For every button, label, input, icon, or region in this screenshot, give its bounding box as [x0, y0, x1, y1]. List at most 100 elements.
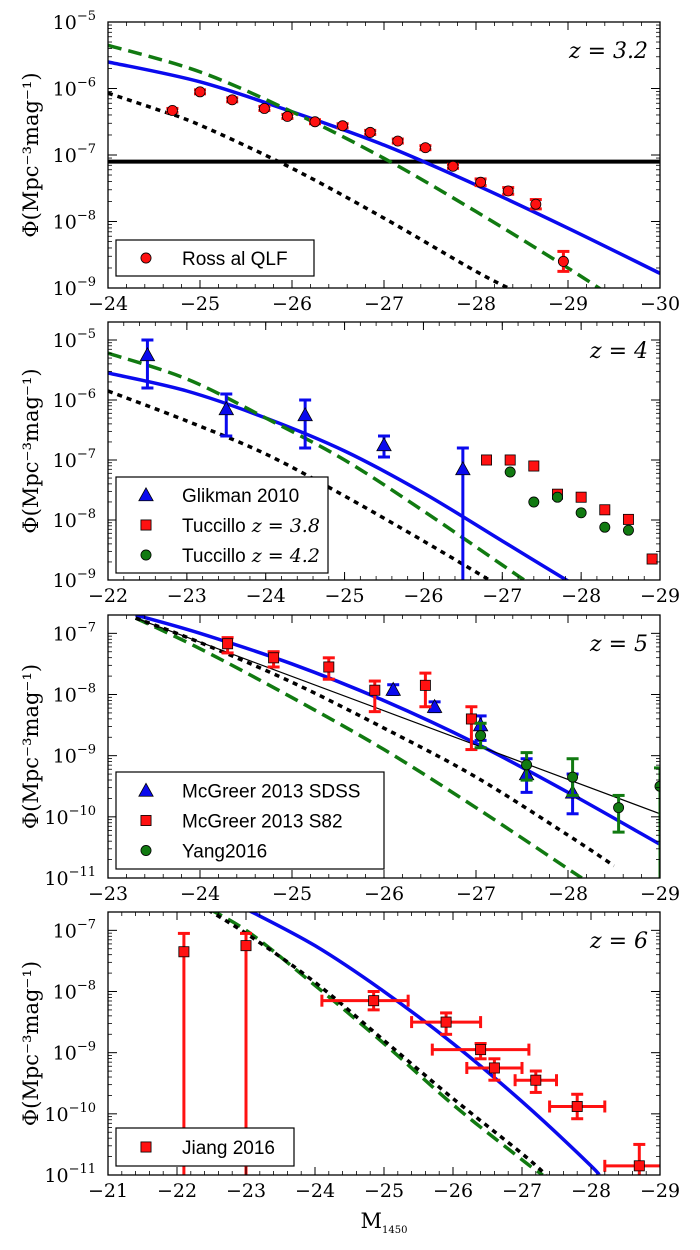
data-point: [575, 507, 587, 519]
data-point: [504, 454, 516, 466]
x-tick-label: −23: [88, 883, 128, 905]
model-curve-green: [108, 351, 528, 580]
x-tick-label: −25: [364, 1180, 404, 1202]
y-tick-label: 10−8: [53, 209, 96, 234]
data-point: [528, 496, 540, 508]
series-yang2016: [474, 721, 660, 878]
y-tick-exponent: −5: [77, 9, 96, 24]
data-point: [633, 1160, 645, 1172]
x-tick-label: −27: [502, 1180, 542, 1202]
x-tick-label: −23: [226, 1180, 266, 1202]
series-mcgreer-2013-s82: [221, 636, 478, 752]
legend-label: McGreer 2013 S82: [182, 812, 343, 833]
legend-marker: [138, 782, 154, 797]
model-curve-blue: [248, 912, 601, 1175]
legend-label-text: Tuccillo: [182, 546, 246, 567]
legend-label: Yang2016: [182, 842, 267, 863]
x-axis-label: M1450: [361, 1209, 408, 1236]
x-tick-label: −22: [157, 1180, 197, 1202]
y-tick-label: 10−7: [53, 142, 96, 167]
legend-label-text: Ross al QLF: [182, 249, 288, 270]
data-point: [488, 1062, 500, 1074]
data-point: [571, 1101, 583, 1112]
data-point: [465, 713, 477, 725]
legend-marker: [140, 815, 152, 826]
model-curve-green: [108, 43, 603, 288]
legend-label: Tuccillo z = 4.2: [182, 545, 320, 567]
data-point: [337, 120, 349, 132]
y-tick-exponent: −8: [77, 979, 96, 994]
y-tick-label: 10−8: [53, 979, 96, 1004]
panel-1: −24 −25 −26 −27 −28 −29 −3010−910−810−710−610−…: [19, 9, 680, 315]
data-point: [504, 466, 516, 478]
legend: Jiang 2016: [115, 1127, 295, 1167]
data-point: [622, 524, 634, 536]
x-tick-label: −22: [88, 585, 128, 607]
y-tick-exponent: −6: [77, 76, 96, 91]
data-point: [240, 940, 252, 952]
data-point: [567, 771, 579, 783]
data-point: [368, 995, 380, 1007]
y-tick-exponent: −9: [77, 1040, 96, 1055]
redshift-label: z = 5: [589, 632, 648, 657]
y-tick-exponent: −10: [69, 1101, 96, 1116]
x-tick-label: −28: [456, 293, 496, 315]
legend: McGreer 2013 SDSS McGreer 2013 S82 Yang201…: [115, 771, 385, 870]
y-tick-label: 10−10: [44, 804, 96, 829]
data-point: [455, 461, 471, 476]
data-point: [521, 759, 533, 771]
y-tick-label: 10−6: [53, 387, 96, 412]
data-point: [599, 521, 611, 533]
x-tick-label: −24: [180, 883, 220, 905]
data-point: [297, 407, 313, 422]
data-point: [323, 661, 335, 673]
legend-label-text: Glikman 2010: [182, 486, 299, 507]
data-point: [281, 110, 293, 122]
x-tick-label: −26: [403, 585, 443, 607]
panel-4: −21 −22 −23 −24 −25 −26 −27 −28 −2910−1110−1010−…: [19, 911, 680, 1202]
y-tick-exponent: −6: [77, 387, 96, 402]
data-point: [475, 730, 487, 741]
data-point: [530, 198, 542, 210]
y-tick-exponent: −5: [77, 327, 96, 342]
data-point: [376, 437, 392, 452]
x-tick-label: −25: [272, 883, 312, 905]
data-point: [599, 504, 611, 516]
data-point: [475, 1044, 487, 1056]
y-tick-label: 10−7: [53, 620, 96, 645]
data-point: [268, 652, 280, 664]
legend-label-text: Tuccillo: [182, 516, 246, 537]
legend-redshift: z = 4.2: [251, 545, 320, 567]
y-tick-label: 10−7: [53, 917, 96, 942]
y-tick-label: 10−5: [53, 327, 96, 352]
y-tick-label: 10−10: [44, 1101, 96, 1126]
y-tick-label: 10−8: [53, 507, 96, 532]
x-tick-label: −26: [364, 883, 404, 905]
data-point: [218, 401, 235, 416]
data-point: [613, 802, 625, 814]
legend-marker: [140, 845, 152, 856]
data-point: [419, 679, 431, 691]
x-tick-label: −24: [295, 1180, 335, 1202]
data-point: [419, 142, 431, 154]
y-axis-label: Φ(Mpc⁻³mag⁻¹): [19, 72, 43, 237]
series-tuccillo-z-4-2: [504, 466, 634, 536]
data-point: [481, 454, 492, 466]
x-tick-label: −27: [482, 585, 522, 607]
data-point: [178, 946, 190, 958]
x-tick-label: −25: [180, 293, 220, 315]
data-point: [392, 135, 404, 147]
series-ross-al-qlf: [166, 86, 570, 273]
x-tick-label: −26: [433, 1180, 473, 1202]
model-curve-black: [108, 91, 513, 288]
redshift-label: z = 6: [589, 929, 648, 954]
y-tick-label: 10−9: [53, 1040, 96, 1065]
data-point: [364, 126, 376, 138]
y-tick-label: 10−5: [53, 9, 96, 34]
legend-marker: [140, 252, 152, 264]
y-tick-label: 10−6: [53, 76, 96, 101]
model-curve-thin-black: [135, 617, 660, 815]
x-tick-label: −29: [640, 585, 680, 607]
data-point: [385, 681, 402, 696]
y-axis-label: Φ(Mpc⁻³mag⁻¹): [19, 961, 43, 1126]
